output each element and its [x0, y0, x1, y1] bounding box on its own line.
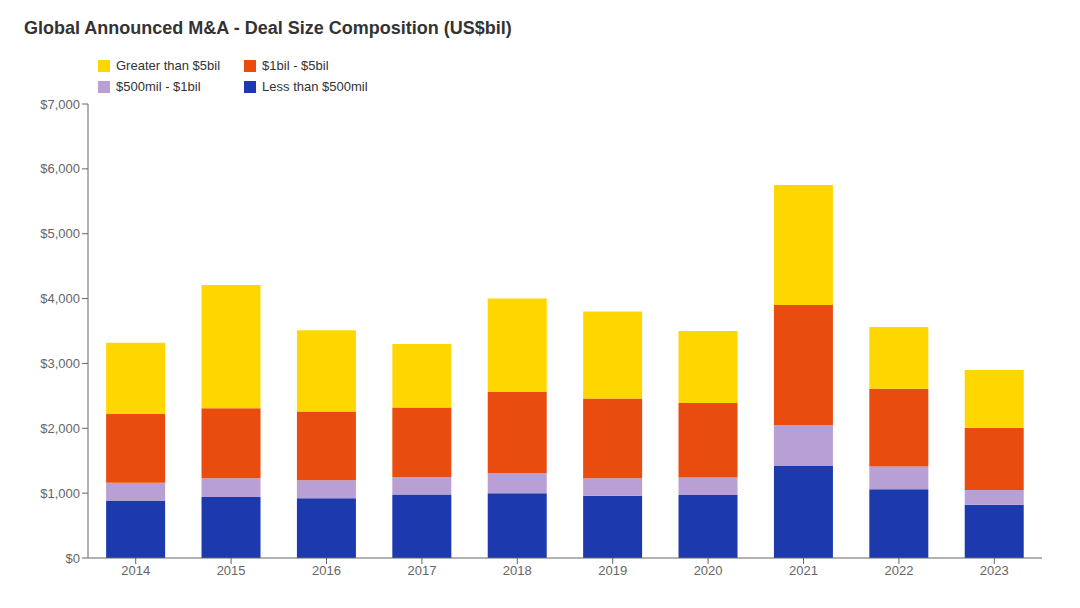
svg-text:2021: 2021: [789, 563, 818, 578]
svg-text:2017: 2017: [407, 563, 436, 578]
svg-text:$6,000: $6,000: [40, 161, 80, 176]
svg-text:$7,000: $7,000: [40, 97, 80, 112]
svg-text:2018: 2018: [503, 563, 532, 578]
svg-text:$5,000: $5,000: [40, 226, 80, 241]
html-text:Greater than $5bil: Greater than $5bil: [116, 58, 221, 73]
svg-text:$0: $0: [66, 551, 80, 566]
svg-text:2016: 2016: [312, 563, 341, 578]
svg-text:2014: 2014: [121, 563, 150, 578]
html-text:Global Announced M&A - Deal Si: Global Announced M&A - Deal Size Composi…: [24, 18, 512, 38]
html-text:$1bil - $5bil: $1bil - $5bil: [262, 58, 329, 73]
html-text:Less than $500mil: Less than $500mil: [262, 79, 368, 94]
svg-text:$4,000: $4,000: [40, 291, 80, 306]
html-text:$500mil - $1bil: $500mil - $1bil: [116, 79, 201, 94]
svg-text:$1,000: $1,000: [40, 486, 80, 501]
svg-text:2023: 2023: [980, 563, 1009, 578]
svg-text:2020: 2020: [694, 563, 723, 578]
svg-text:2015: 2015: [217, 563, 246, 578]
svg-text:$2,000: $2,000: [40, 421, 80, 436]
svg-text:$3,000: $3,000: [40, 356, 80, 371]
svg-text:2022: 2022: [884, 563, 913, 578]
svg-text:2019: 2019: [598, 563, 627, 578]
